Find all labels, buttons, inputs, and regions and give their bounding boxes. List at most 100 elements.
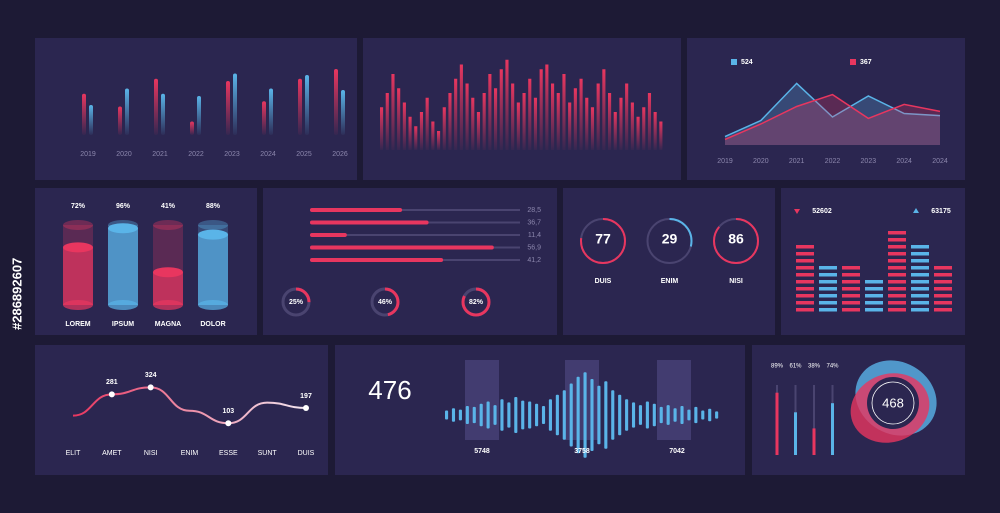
segment-column xyxy=(911,245,929,312)
gauge-label: ENIM xyxy=(661,278,679,285)
annotation: 7042 xyxy=(669,448,685,455)
wave-bar xyxy=(694,406,698,424)
value-label: 36,7 xyxy=(527,219,541,226)
bar xyxy=(602,69,606,150)
x-tick-label: NISI xyxy=(144,450,158,457)
wave-bar xyxy=(493,405,497,425)
donut-arc xyxy=(370,287,400,317)
x-tick-label: 2020 xyxy=(753,158,769,165)
wave-bar xyxy=(652,403,656,427)
bar xyxy=(459,64,463,150)
donut-label: 82% xyxy=(469,299,484,306)
segment xyxy=(911,280,929,284)
x-tick-label: 2025 xyxy=(296,151,312,158)
wave-bar xyxy=(576,376,580,454)
segment xyxy=(865,301,883,305)
bar xyxy=(310,245,494,250)
x-tick-label: ESSE xyxy=(219,450,238,457)
bar xyxy=(334,69,338,135)
panel xyxy=(35,38,357,180)
value-label: 56,9 xyxy=(527,244,541,251)
value-label: 38% xyxy=(808,364,821,370)
cylinder-top xyxy=(63,220,93,230)
segment xyxy=(888,280,906,284)
segment xyxy=(865,294,883,298)
wave-bar xyxy=(583,372,587,458)
segment xyxy=(934,273,952,277)
bar xyxy=(573,88,577,150)
wave-bar xyxy=(465,406,469,424)
bar xyxy=(812,428,816,455)
cylinder-top xyxy=(153,220,183,230)
bar-track xyxy=(813,385,815,455)
wave-bar xyxy=(541,406,546,424)
segment-column xyxy=(888,231,906,312)
bar xyxy=(197,96,201,135)
segment xyxy=(819,273,837,277)
bar xyxy=(82,93,86,135)
x-tick-label: 2021 xyxy=(789,158,805,165)
x-tick-label: 2023 xyxy=(861,158,877,165)
wave-bar xyxy=(569,383,573,447)
gauge-label: DUIS xyxy=(595,278,612,285)
segment xyxy=(888,301,906,305)
wave-bar xyxy=(708,408,712,422)
value-label: 88% xyxy=(206,203,221,210)
bar xyxy=(522,93,526,150)
marker xyxy=(794,209,800,214)
bar xyxy=(590,107,595,150)
bar xyxy=(556,93,560,150)
cylinder-fill xyxy=(153,272,183,305)
wave-bar xyxy=(514,397,518,433)
wave-bar xyxy=(486,401,490,429)
donut-label: 25% xyxy=(289,299,304,306)
category-label: LOREM xyxy=(65,321,90,328)
gauge-value: 86 xyxy=(728,231,744,247)
blob-core xyxy=(867,377,919,429)
cylinder-fill xyxy=(108,228,138,305)
value-label: 324 xyxy=(145,372,157,379)
bar xyxy=(190,121,194,135)
value-label: 197 xyxy=(300,393,312,400)
wave-bar xyxy=(659,406,663,424)
headline: 468 xyxy=(882,395,904,410)
x-tick-label: SUNT xyxy=(258,450,278,457)
stock-id: #286892607 xyxy=(9,258,24,330)
cylinder-fill xyxy=(198,234,228,305)
bar xyxy=(425,97,429,150)
wave-bar xyxy=(521,400,525,430)
segment xyxy=(842,287,860,291)
category-label: DOLOR xyxy=(200,321,225,328)
bar xyxy=(596,83,600,150)
segment xyxy=(796,266,814,270)
cylinder-level xyxy=(198,229,228,240)
x-tick-label: AMET xyxy=(102,450,122,457)
segment xyxy=(796,294,814,298)
value-label: 89% xyxy=(771,364,784,370)
bar xyxy=(310,258,444,262)
legend-label: 367 xyxy=(860,59,872,66)
bar xyxy=(568,102,572,150)
segment xyxy=(819,294,837,298)
bar xyxy=(414,126,418,150)
wave-bar xyxy=(673,408,677,422)
segment xyxy=(888,294,906,298)
segment-column xyxy=(842,266,860,312)
value-label: 11,4 xyxy=(528,232,541,239)
bar xyxy=(533,97,538,150)
segment xyxy=(911,294,929,298)
bar-track xyxy=(310,234,520,236)
point xyxy=(147,384,154,391)
wave-bar xyxy=(715,411,719,419)
wave-bar xyxy=(680,406,684,424)
bar xyxy=(226,81,230,135)
wave-bar xyxy=(445,410,449,420)
segment xyxy=(911,301,929,305)
headline: 476 xyxy=(368,375,411,405)
segment xyxy=(911,308,929,312)
segment xyxy=(819,287,837,291)
wave-bar xyxy=(500,399,504,431)
x-tick-label: 2022 xyxy=(188,151,204,158)
bar xyxy=(794,412,797,455)
